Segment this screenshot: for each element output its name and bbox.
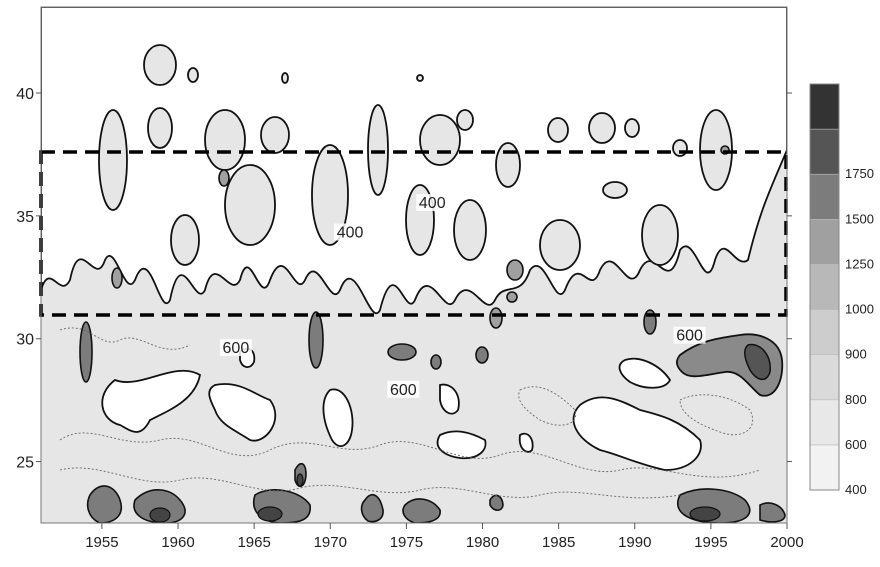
colorbar-tick-label: 1000 (845, 302, 874, 317)
dotted-contours (59, 327, 761, 499)
contour-label: 600 (676, 328, 703, 345)
x-tick-label: 1970 (314, 534, 347, 551)
colorbar-swatch (809, 128, 840, 175)
x-tick-label: 1980 (466, 534, 499, 551)
mid-dark-blobs (79, 309, 657, 383)
contour-label: 400 (419, 195, 446, 212)
colorbar-swatch (809, 354, 840, 401)
contour-label: 600 (390, 382, 417, 399)
x-tick-label: 1955 (85, 534, 118, 551)
x-tick-label: 1985 (542, 534, 575, 551)
contour-fields (41, 7, 787, 523)
plot-area: 400 400 600 600 600 (39, 6, 788, 524)
colorbar-swatch (809, 83, 840, 130)
contour-label: 400 (337, 225, 364, 242)
y-tick-label: 35 (16, 209, 34, 226)
x-tick-label: 1995 (694, 534, 727, 551)
y-tick-label: 40 (16, 86, 34, 103)
x-tick-label: 1990 (618, 534, 651, 551)
plot-frame (40, 6, 788, 524)
x-tick-label: 1965 (237, 534, 270, 551)
contour-label-bg (219, 339, 252, 356)
colorbar-tick-label: 1750 (845, 166, 874, 181)
y-tick-label: 25 (16, 455, 34, 472)
colorbar-tick-label: 400 (845, 482, 867, 497)
colorbar-tick-label: 1250 (845, 256, 874, 271)
contour-label-bg (416, 194, 449, 212)
upper-dark-blobs (111, 145, 730, 329)
bottom-darkest-blobs (149, 473, 721, 523)
colorbar-tick-label: 600 (845, 437, 867, 452)
colorbar-swatch (809, 444, 840, 491)
upper-gray-blobs (98, 44, 733, 271)
colorbar-tick-label: 900 (845, 347, 867, 362)
x-tick-label: 1960 (161, 534, 194, 551)
colorbar-frame (809, 83, 840, 491)
contour-label-bg (387, 380, 420, 398)
y-axis: 25 30 35 40 (16, 86, 792, 472)
contour-label: 600 (223, 340, 250, 357)
colorbar: 400 600 800 900 1000 1250 1500 1750 (809, 83, 874, 497)
colorbar-tick-label: 800 (845, 392, 867, 407)
colorbar-swatch (809, 219, 840, 265)
y-tick-label: 30 (16, 332, 34, 349)
colorbar-swatch (809, 173, 840, 220)
contour-labels: 400 400 600 600 600 (219, 194, 706, 399)
contour-label-bg (673, 326, 706, 344)
highlight-box (39, 150, 788, 317)
x-axis: 1955 1960 1965 1970 1975 1980 1985 1990 1995 2000 (85, 523, 804, 551)
contour-label-bg (334, 223, 367, 241)
colorbar-tick-label: 1500 (845, 211, 874, 226)
x-tick-label: 1975 (390, 534, 423, 551)
x-tick-label: 2000 (770, 534, 803, 551)
contour-region-low-upper (41, 7, 787, 314)
colorbar-swatch (809, 309, 840, 355)
colorbar-swatch (809, 399, 840, 446)
colorbar-swatch (809, 264, 840, 310)
dark-cluster-right-core (743, 343, 771, 381)
